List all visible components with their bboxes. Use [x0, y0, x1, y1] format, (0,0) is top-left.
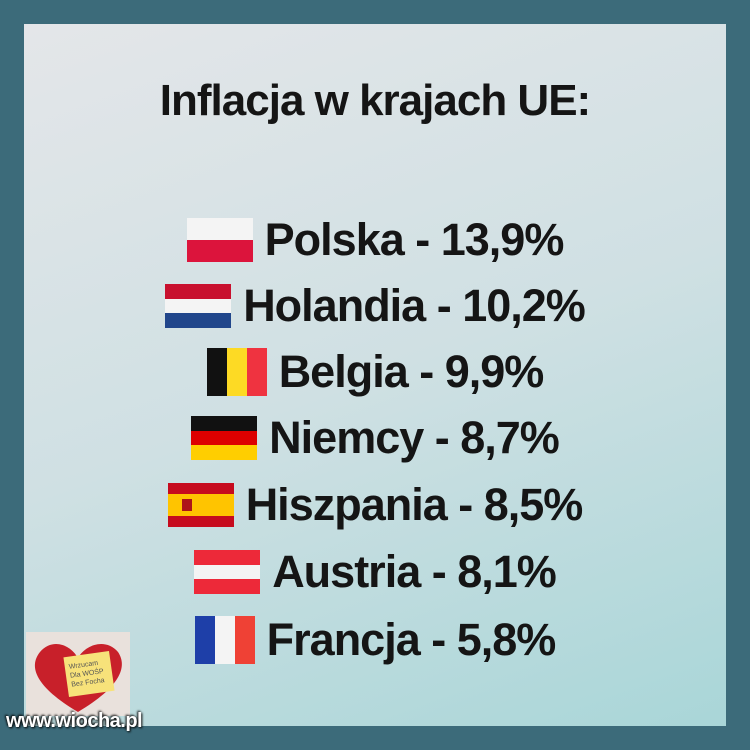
row: Holandia - 10,2% [24, 276, 726, 336]
item: Polska - 13,9% [264, 214, 565, 265]
title: Inflacja w krajach UE: [159, 76, 591, 125]
row: Hiszpania - 8,5% [24, 475, 726, 535]
watermark: www.wiocha.pl [6, 710, 143, 732]
item: Belgia - 9,9% [278, 346, 545, 397]
sticker: Wrzucam Dla WOŚP Bez Focha [26, 632, 130, 716]
row: Austria - 8,1% [24, 542, 726, 602]
flag-at [194, 550, 261, 594]
item: Francja - 5,8% [266, 614, 557, 665]
flag-es [167, 483, 234, 527]
row: Niemcy - 8,7% [24, 408, 726, 468]
row: Polska - 13,9% [24, 210, 726, 270]
flag-nl [165, 284, 232, 328]
heart [34, 644, 122, 712]
flag-fr [194, 616, 255, 664]
item: Hiszpania - 8,5% [245, 479, 584, 530]
item: Austria - 8,1% [272, 546, 557, 597]
item: Holandia - 10,2% [243, 280, 586, 331]
item: Niemcy - 8,7% [269, 412, 560, 463]
row: Francja - 5,8% [24, 610, 726, 670]
flag-de [191, 416, 258, 460]
flag-be [206, 348, 267, 396]
row: Belgia - 9,9% [24, 342, 726, 402]
sticker-text: Wrzucam Dla WOŚP Bez Focha [68, 659, 106, 689]
panel: Inflacja w krajach UE: Polska - 13,9% Ho… [24, 24, 726, 726]
flag-pl [186, 218, 253, 262]
